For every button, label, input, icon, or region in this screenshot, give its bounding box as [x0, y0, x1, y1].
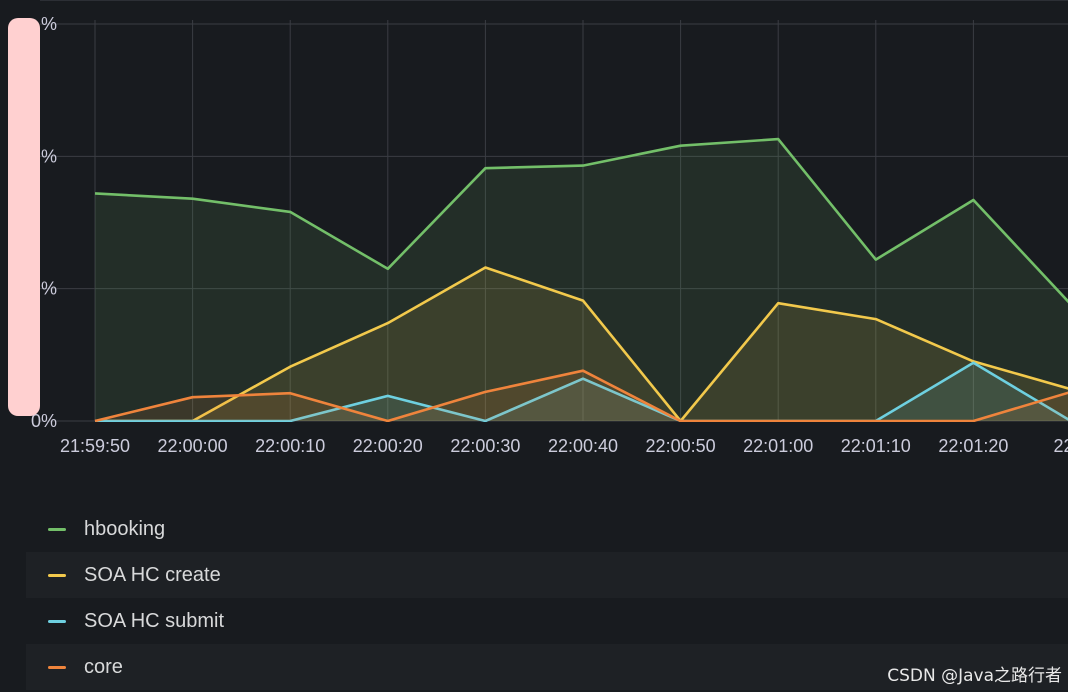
x-tick-label: 22:00:00	[158, 436, 228, 456]
x-tick-label: 22:00:10	[255, 436, 325, 456]
legend-swatch	[48, 573, 66, 577]
y-tick-label: %	[41, 146, 57, 166]
watermark: CSDN @Java之路行者	[887, 666, 1062, 686]
legend-label: hbooking	[84, 517, 166, 540]
legend-label: SOA HC create	[84, 563, 221, 586]
series-area	[95, 139, 1068, 421]
x-tick-label: 22:00:30	[450, 436, 520, 456]
series-line	[94, 369, 1068, 422]
legend: hbooking SOA HC create SOA HC submit core	[26, 506, 1068, 690]
legend-label: SOA HC submit	[84, 609, 225, 632]
series-line	[95, 266, 1068, 422]
legend-item[interactable]: core	[26, 644, 1068, 690]
chart-plot: 0%%%% 21:59:50 22:00:00 22:00:10 22:00:20 22:…	[31, 0, 1068, 456]
y-tick-label: %	[41, 14, 57, 34]
x-tick-label: 22:00:50	[646, 436, 716, 456]
legend-label: core	[84, 655, 123, 678]
legend-swatch	[48, 619, 66, 623]
series-line	[94, 137, 1068, 304]
x-tick-label: 22:00:40	[548, 436, 618, 456]
y-tick-label: 0%	[31, 411, 57, 431]
y-tick-label: %	[41, 279, 57, 299]
legend-item[interactable]: SOA HC submit	[26, 598, 1068, 644]
series-area	[95, 370, 1068, 421]
legend-swatch	[48, 665, 66, 669]
x-tick-label: 21:59:50	[60, 436, 130, 456]
x-tick-label: 22:0	[1053, 436, 1068, 456]
legend-swatch	[48, 527, 66, 531]
legend-item[interactable]: SOA HC create	[26, 552, 1068, 598]
redaction-mark	[8, 18, 40, 416]
x-tick-label: 22:01:00	[743, 436, 813, 456]
legend-item[interactable]: hbooking	[26, 506, 1068, 552]
series-area	[95, 267, 1068, 421]
x-tick-label: 22:00:20	[353, 436, 423, 456]
x-tick-label: 22:01:20	[938, 436, 1008, 456]
series-line	[95, 361, 1068, 422]
x-tick-label: 22:01:10	[841, 436, 911, 456]
series-area	[95, 362, 1068, 421]
